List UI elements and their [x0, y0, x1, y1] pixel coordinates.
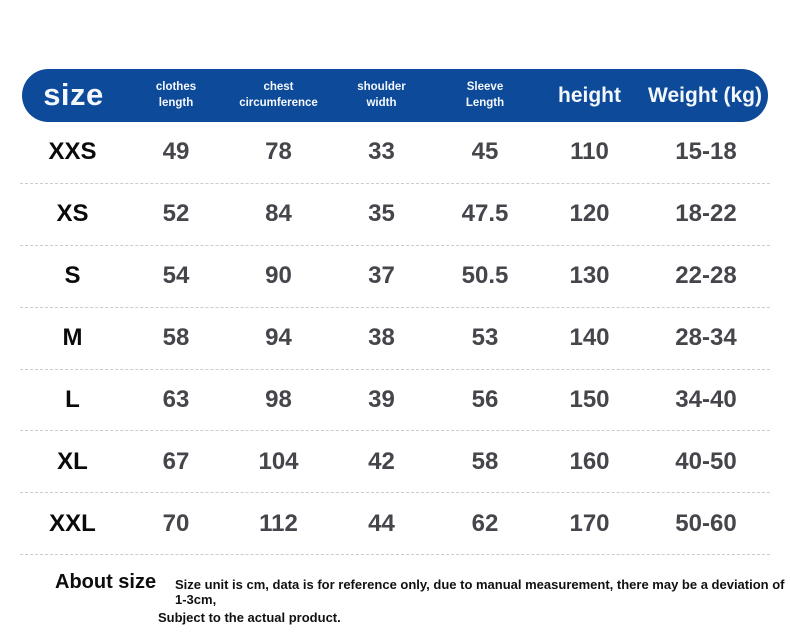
table-cell-weight: 22-28 [675, 262, 737, 290]
table-row-s: S 54 90 37 50.5 130 22-28 [20, 246, 770, 308]
size-label: L [65, 386, 80, 413]
table-cell-chest-circumference: 98 [265, 386, 292, 413]
table-cell-sleeve-length: 58 [471, 447, 499, 475]
table-cell-clothes-length: 52 [162, 200, 190, 228]
table-cell-height: 130 [569, 262, 610, 290]
table-cell-shoulder-width: 38 [368, 324, 395, 352]
size-label: XL [57, 447, 88, 475]
size-label: XS [56, 200, 89, 228]
table-cell-shoulder-width: 37 [368, 262, 395, 290]
table-cell-clothes-length: 63 [162, 386, 190, 413]
column-header-height: height [558, 83, 621, 107]
table-cell-chest-circumference: 94 [265, 324, 292, 352]
table-cell-sleeve-length: 62 [471, 509, 499, 537]
size-note-line2: Subject to the actual product. [158, 610, 341, 625]
table-cell-sleeve-length: 47.5 [461, 200, 509, 228]
table-cell-weight: 50-60 [675, 509, 737, 537]
table-cell-sleeve-length: 53 [471, 324, 499, 352]
table-cell-weight: 34-40 [675, 386, 737, 413]
table-cell-chest-circumference: 104 [258, 447, 299, 475]
table-row-xs: XS 52 84 35 47.5 120 18-22 [20, 184, 770, 246]
size-label: XXL [49, 509, 96, 537]
about-size-section: About size Size unit is cm, data is for … [0, 556, 790, 641]
column-header-sleeve-length: Sleeve Length [465, 80, 505, 109]
table-cell-shoulder-width: 35 [368, 200, 395, 228]
table-cell-shoulder-width: 42 [368, 447, 395, 475]
table-cell-weight: 15-18 [675, 138, 737, 166]
table-cell-shoulder-width: 44 [368, 509, 395, 537]
table-cell-shoulder-width: 39 [368, 386, 395, 413]
table-cell-height: 150 [569, 386, 610, 413]
table-cell-shoulder-width: 33 [368, 138, 395, 166]
table-cell-chest-circumference: 84 [265, 200, 292, 228]
table-cell-height: 160 [569, 447, 610, 475]
column-header-shoulder-width: shoulder width [357, 80, 406, 109]
table-cell-clothes-length: 54 [162, 262, 190, 290]
table-row-l: L 63 98 39 56 150 34-40 [20, 370, 770, 432]
table-cell-sleeve-length: 50.5 [461, 262, 509, 290]
table-body: XXS 49 78 33 45 110 15-18 XS 52 84 35 47… [20, 122, 770, 556]
table-cell-weight: 18-22 [675, 200, 737, 228]
table-row-xxl: XXL 70 112 44 62 170 50-60 [20, 493, 770, 556]
table-row-xxs: XXS 49 78 33 45 110 15-18 [20, 122, 770, 184]
table-cell-sleeve-length: 56 [471, 386, 499, 413]
table-row-m: M 58 94 38 53 140 28-34 [20, 308, 770, 370]
column-header-weight: Weight (kg) [648, 83, 762, 107]
size-label: XXS [48, 138, 97, 166]
size-label: M [62, 324, 83, 352]
table-cell-chest-circumference: 90 [265, 262, 292, 290]
about-size-title: About size [55, 571, 157, 593]
table-cell-height: 110 [570, 138, 609, 166]
table-header: size clothes length chest circumference … [22, 69, 768, 122]
table-row-xl: XL 67 104 42 58 160 40-50 [20, 431, 770, 494]
size-label: S [64, 262, 81, 290]
table-cell-sleeve-length: 45 [471, 138, 499, 166]
table-cell-clothes-length: 67 [162, 447, 190, 475]
table-cell-chest-circumference: 78 [265, 138, 292, 166]
table-cell-weight: 28-34 [675, 324, 737, 352]
column-header-chest-circumference: chest circumference [239, 80, 318, 109]
table-cell-chest-circumference: 112 [259, 509, 298, 537]
table-cell-clothes-length: 58 [162, 324, 190, 352]
table-cell-weight: 40-50 [675, 447, 737, 475]
column-header-size: size [43, 76, 104, 112]
column-header-clothes-length: clothes length [155, 80, 197, 109]
table-cell-height: 140 [569, 324, 610, 352]
table-cell-height: 170 [569, 509, 610, 537]
table-cell-clothes-length: 49 [162, 138, 190, 166]
table-cell-height: 120 [569, 200, 610, 228]
size-note-line1: Size unit is cm, data is for reference o… [175, 577, 785, 607]
table-cell-clothes-length: 70 [162, 509, 190, 537]
